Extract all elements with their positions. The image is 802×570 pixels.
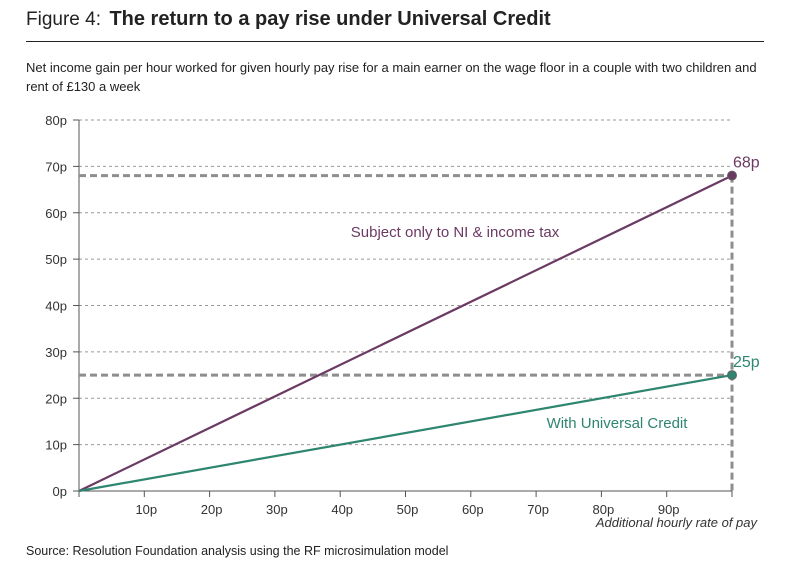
x-tick-label: 50p: [397, 502, 419, 517]
title-rule: [26, 41, 764, 42]
figure-label: Figure 4:: [26, 9, 101, 30]
y-tick-label: 80p: [45, 113, 67, 128]
y-tick-label: 40p: [45, 299, 67, 314]
y-tick-label: 50p: [45, 252, 67, 267]
series-line: [78, 373, 733, 493]
y-tick-label: 0p: [53, 484, 67, 499]
x-tick-label: 90p: [658, 502, 680, 517]
x-tick-label: 70p: [527, 502, 549, 517]
end-value-label: 68p: [733, 155, 760, 172]
y-tick-label: 10p: [45, 438, 67, 453]
y-tick-label: 70p: [45, 159, 67, 174]
y-tick-label: 20p: [45, 391, 67, 406]
figure-title: The return to a pay rise under Universal…: [109, 8, 551, 30]
series-label: With Universal Credit: [547, 415, 689, 432]
x-tick-label: 40p: [331, 502, 353, 517]
series-end-marker: [727, 370, 737, 381]
x-tick-label: 20p: [201, 502, 223, 517]
figure-subtitle: Net income gain per hour worked for give…: [26, 60, 757, 94]
x-tick-label: 60p: [462, 502, 484, 517]
series-end-marker: [727, 170, 737, 181]
x-tick-label: 30p: [266, 502, 288, 517]
y-tick-label: 60p: [45, 206, 67, 221]
series-line: [78, 174, 733, 492]
end-value-label: 25p: [733, 354, 760, 371]
x-tick-label: 10p: [135, 502, 157, 517]
series-label: Subject only to NI & income tax: [351, 224, 560, 241]
figure-source: Source: Resolution Foundation analysis u…: [26, 544, 449, 558]
y-tick-label: 30p: [45, 345, 67, 360]
figure-header: Figure 4: The return to a pay rise under…: [26, 8, 551, 31]
x-axis-label: Additional hourly rate of pay: [595, 515, 759, 530]
x-tick-label: 80p: [593, 502, 615, 517]
